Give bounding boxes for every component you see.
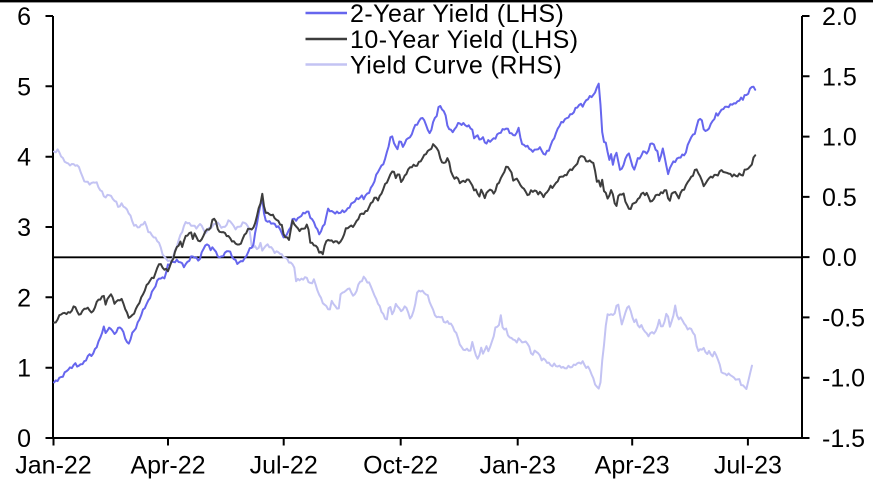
svg-text:Apr-22: Apr-22 bbox=[130, 452, 205, 480]
svg-text:0: 0 bbox=[17, 425, 31, 453]
svg-text:Jan-22: Jan-22 bbox=[15, 452, 91, 480]
svg-text:3: 3 bbox=[17, 214, 31, 242]
svg-text:0.0: 0.0 bbox=[822, 244, 857, 272]
svg-text:1: 1 bbox=[17, 355, 31, 383]
svg-text:Jul-22: Jul-22 bbox=[250, 452, 318, 480]
svg-text:4: 4 bbox=[17, 144, 31, 172]
svg-text:Oct-22: Oct-22 bbox=[363, 452, 438, 480]
svg-text:1.5: 1.5 bbox=[822, 63, 857, 91]
svg-text:-1.0: -1.0 bbox=[822, 365, 865, 393]
svg-text:Jul-23: Jul-23 bbox=[714, 452, 782, 480]
svg-text:6: 6 bbox=[17, 3, 31, 31]
svg-text:2: 2 bbox=[17, 284, 31, 312]
svg-text:Yield Curve (RHS): Yield Curve (RHS) bbox=[350, 52, 562, 80]
svg-text:Jan-23: Jan-23 bbox=[479, 452, 555, 480]
svg-text:2.0: 2.0 bbox=[822, 3, 857, 31]
svg-text:0.5: 0.5 bbox=[822, 184, 857, 212]
svg-text:1.0: 1.0 bbox=[822, 124, 857, 152]
svg-text:5: 5 bbox=[17, 73, 31, 101]
svg-text:-1.5: -1.5 bbox=[822, 425, 865, 453]
svg-text:10-Year Yield (LHS): 10-Year Yield (LHS) bbox=[350, 26, 579, 54]
svg-text:2-Year Yield (LHS): 2-Year Yield (LHS) bbox=[350, 0, 564, 28]
svg-text:-0.5: -0.5 bbox=[822, 304, 865, 332]
svg-text:Apr-23: Apr-23 bbox=[595, 452, 670, 480]
